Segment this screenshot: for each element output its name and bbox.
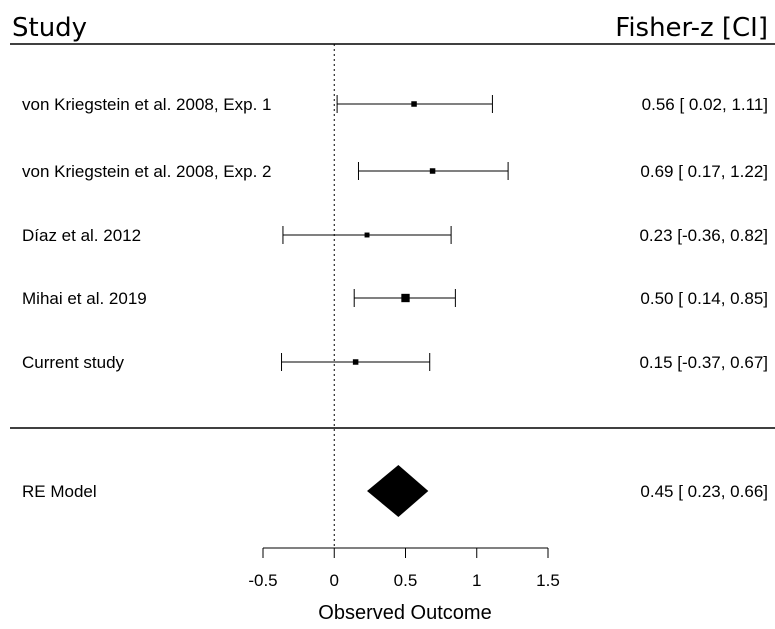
x-tick-label: 0 xyxy=(330,571,339,590)
study-label: von Kriegstein et al. 2008, Exp. 2 xyxy=(22,162,272,181)
study-row: Mihai et al. 2019 0.50 [ 0.14, 0.85] xyxy=(22,289,768,308)
x-axis: -0.5 0 0.5 1 1.5 xyxy=(248,547,560,590)
point-estimate-square xyxy=(401,293,410,303)
header-study: Study xyxy=(12,13,87,43)
summary-row: RE Model 0.45 [ 0.23, 0.66] xyxy=(22,465,768,517)
point-estimate-square xyxy=(429,168,436,174)
header-fisher-z-ci: Fisher-z [CI] xyxy=(615,13,768,43)
point-estimate-square xyxy=(411,101,417,107)
study-label: Mihai et al. 2019 xyxy=(22,289,147,308)
study-row: von Kriegstein et al. 2008, Exp. 1 0.56 [… xyxy=(22,95,768,114)
study-row: Díaz et al. 2012 0.23 [-0.36, 0.82] xyxy=(22,226,768,245)
study-ci-text: 0.69 [ 0.17, 1.22] xyxy=(640,162,768,181)
study-label: von Kriegstein et al. 2008, Exp. 1 xyxy=(22,95,272,114)
study-row: von Kriegstein et al. 2008, Exp. 2 0.69 [… xyxy=(22,162,768,181)
study-label: Current study xyxy=(22,353,125,372)
summary-ci-text: 0.45 [ 0.23, 0.66] xyxy=(640,482,768,501)
study-ci-text: 0.15 [-0.37, 0.67] xyxy=(639,353,768,372)
study-ci-text: 0.50 [ 0.14, 0.85] xyxy=(640,289,768,308)
x-tick-label: 1.5 xyxy=(536,571,560,590)
x-tick-label: 0.5 xyxy=(394,571,418,590)
study-label: Díaz et al. 2012 xyxy=(22,226,141,245)
study-ci-text: 0.23 [-0.36, 0.82] xyxy=(639,226,768,245)
point-estimate-square xyxy=(352,359,359,365)
x-axis-title: Observed Outcome xyxy=(318,602,491,624)
study-row: Current study 0.15 [-0.37, 0.67] xyxy=(22,353,768,372)
x-tick-label: 1 xyxy=(472,571,481,590)
summary-diamond xyxy=(367,465,429,517)
point-estimate-square xyxy=(364,232,370,238)
study-rows: von Kriegstein et al. 2008, Exp. 1 0.56 [… xyxy=(22,95,768,372)
x-tick-label: -0.5 xyxy=(248,571,277,590)
study-ci-text: 0.56 [ 0.02, 1.11] xyxy=(642,95,768,114)
summary-label: RE Model xyxy=(22,482,97,501)
